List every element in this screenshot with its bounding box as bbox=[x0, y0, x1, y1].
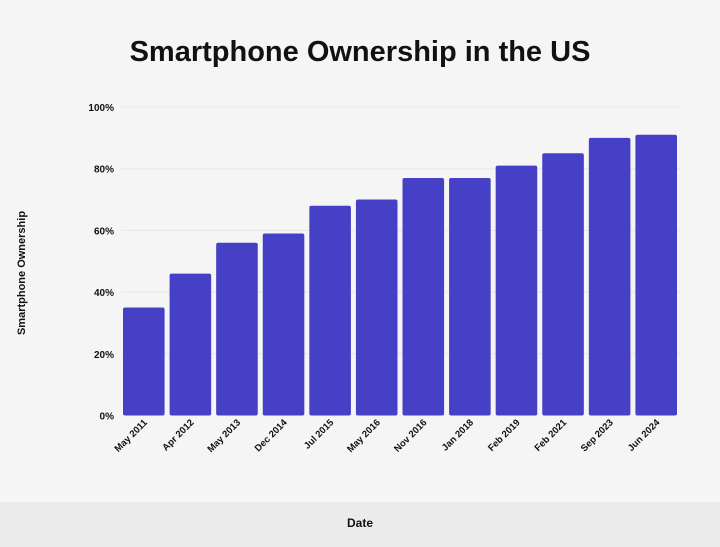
x-tick-label: Jul 2015 bbox=[302, 417, 337, 452]
x-axis-footer bbox=[0, 502, 720, 547]
x-tick-label: May 2013 bbox=[205, 417, 243, 455]
bar bbox=[355, 199, 398, 416]
x-tick-label: Feb 2021 bbox=[533, 417, 570, 454]
bar bbox=[542, 153, 584, 416]
y-tick-label: 80% bbox=[94, 165, 114, 176]
x-axis-label: Date bbox=[346, 516, 373, 530]
x-tick-label: May 2016 bbox=[345, 417, 383, 455]
x-tick-label: May 2011 bbox=[113, 417, 151, 455]
bar bbox=[123, 307, 165, 416]
y-tick-label: 20% bbox=[94, 350, 114, 361]
y-tick-label: 60% bbox=[94, 226, 114, 237]
bar bbox=[216, 242, 258, 416]
bar bbox=[402, 177, 445, 416]
bar bbox=[588, 137, 631, 416]
bar bbox=[495, 165, 538, 416]
x-tick-label: Nov 2016 bbox=[392, 417, 429, 454]
x-tick-label: Jan 2018 bbox=[440, 417, 476, 453]
bar bbox=[262, 233, 305, 416]
chart-title: Smartphone Ownership in the US bbox=[129, 36, 591, 68]
y-tick-label: 100% bbox=[88, 103, 114, 114]
x-tick-label: Sep 2023 bbox=[579, 417, 616, 454]
y-tick-label: 40% bbox=[94, 288, 114, 299]
bar bbox=[169, 273, 212, 416]
bar bbox=[635, 134, 677, 416]
x-tick-label: Dec 2014 bbox=[253, 417, 290, 454]
bar bbox=[309, 205, 351, 416]
bar bbox=[449, 177, 491, 416]
x-tick-label: Jun 2024 bbox=[626, 417, 663, 454]
x-tick-label: Feb 2019 bbox=[486, 417, 523, 454]
x-tick-label: Apr 2012 bbox=[160, 417, 196, 453]
y-tick-label: 0% bbox=[100, 412, 115, 423]
